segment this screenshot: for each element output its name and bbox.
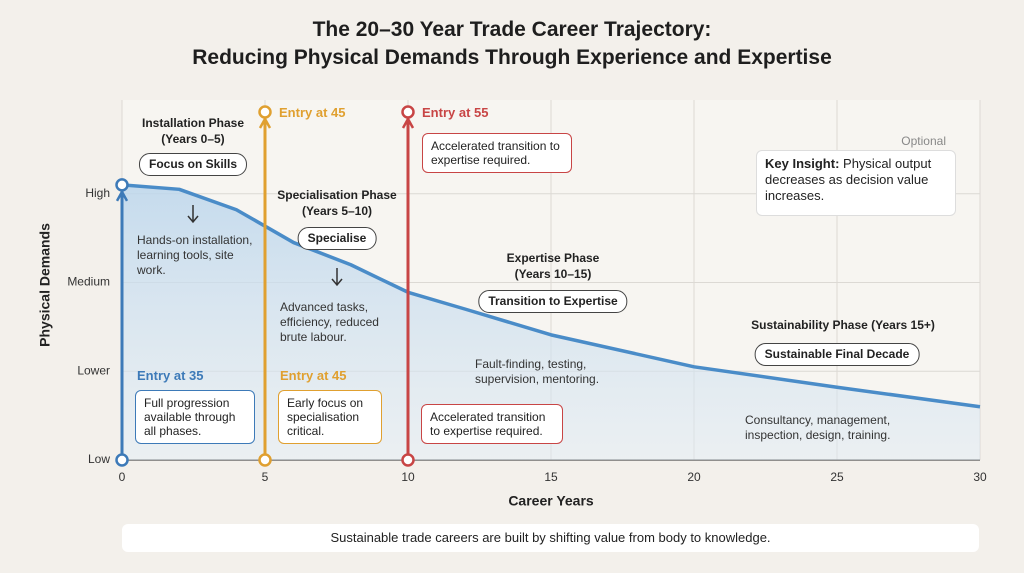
entry-top-label: Entry at 55 xyxy=(422,105,489,120)
entry-dot xyxy=(401,105,415,119)
entry-bottom-label: Entry at 45 xyxy=(280,368,347,383)
entry-top-note: Accelerated transition to expertise requ… xyxy=(422,133,572,173)
x-tick-label: 10 xyxy=(401,470,415,484)
entry-dot xyxy=(258,105,272,119)
chart-title: The 20–30 Year Trade Career Trajectory: xyxy=(312,18,712,41)
phase-years: (Years 0–5) xyxy=(161,132,225,146)
y-tick-label: Lower xyxy=(77,363,110,377)
x-tick-label: 15 xyxy=(544,470,558,484)
entry-dot xyxy=(258,453,272,467)
y-tick-label: Medium xyxy=(67,275,110,289)
phase-arrow xyxy=(187,205,199,224)
x-axis-title: Career Years xyxy=(508,493,594,509)
phase-badge: Transition to Expertise xyxy=(478,290,628,313)
y-tick-label: Low xyxy=(88,452,110,466)
footer: Sustainable trade careers are built by s… xyxy=(122,524,979,552)
phase-title: Expertise Phase xyxy=(506,251,600,265)
entry-bottom-label: Entry at 35 xyxy=(137,368,204,383)
y-axis-title: Physical Demands xyxy=(37,223,53,347)
x-tick-label: 30 xyxy=(973,470,987,484)
entry-arrow xyxy=(258,116,272,129)
phase-badge: Focus on Skills xyxy=(138,153,248,176)
phase-description: Fault-finding, testing, supervision, men… xyxy=(475,357,600,386)
chart-subtitle: Reducing Physical Demands Through Experi… xyxy=(192,46,832,69)
phase-years: (Years 10–15) xyxy=(514,267,592,281)
optional-label: Optional xyxy=(901,134,946,148)
phase-description: Hands-on installation, learning tools, s… xyxy=(137,233,253,277)
insight-heading: Key Insight: xyxy=(765,156,840,171)
phase-description: Consultancy, management, inspection, des… xyxy=(745,413,891,442)
phase-arrow xyxy=(331,268,343,287)
phase-title: Installation Phase xyxy=(141,116,245,130)
phase-title: Sustainability Phase (Years 15+) xyxy=(751,318,935,332)
entry-dot xyxy=(115,453,129,467)
entry-dot xyxy=(115,178,129,192)
entry-arrow xyxy=(115,189,129,202)
entry-dot xyxy=(401,453,415,467)
phase-description: Advanced tasks, efficiency, reduced brut… xyxy=(280,300,379,344)
phase-badge: Specialise xyxy=(297,227,377,250)
insight-text: Physical output decreases as decision va… xyxy=(765,156,932,203)
entry-arrow xyxy=(401,116,415,129)
x-tick-label: 20 xyxy=(687,470,701,484)
phase-badge: Sustainable Final Decade xyxy=(754,343,920,366)
x-tick-label: 0 xyxy=(119,470,126,484)
phase-years: (Years 5–10) xyxy=(301,204,373,218)
x-tick-label: 5 xyxy=(262,470,269,484)
insight-box: Key Insight: Physical output decreases a… xyxy=(756,150,956,216)
entry-bottom-note: Full progression available through all p… xyxy=(135,390,255,444)
entry-bottom-note: Accelerated transition to expertise requ… xyxy=(421,404,563,444)
y-tick-label: High xyxy=(85,186,110,200)
entry-bottom-note: Early focus on specialisation critical. xyxy=(278,390,382,444)
phase-title: Specialisation Phase xyxy=(277,188,397,202)
x-tick-label: 25 xyxy=(830,470,844,484)
entry-top-label: Entry at 45 xyxy=(279,105,346,120)
